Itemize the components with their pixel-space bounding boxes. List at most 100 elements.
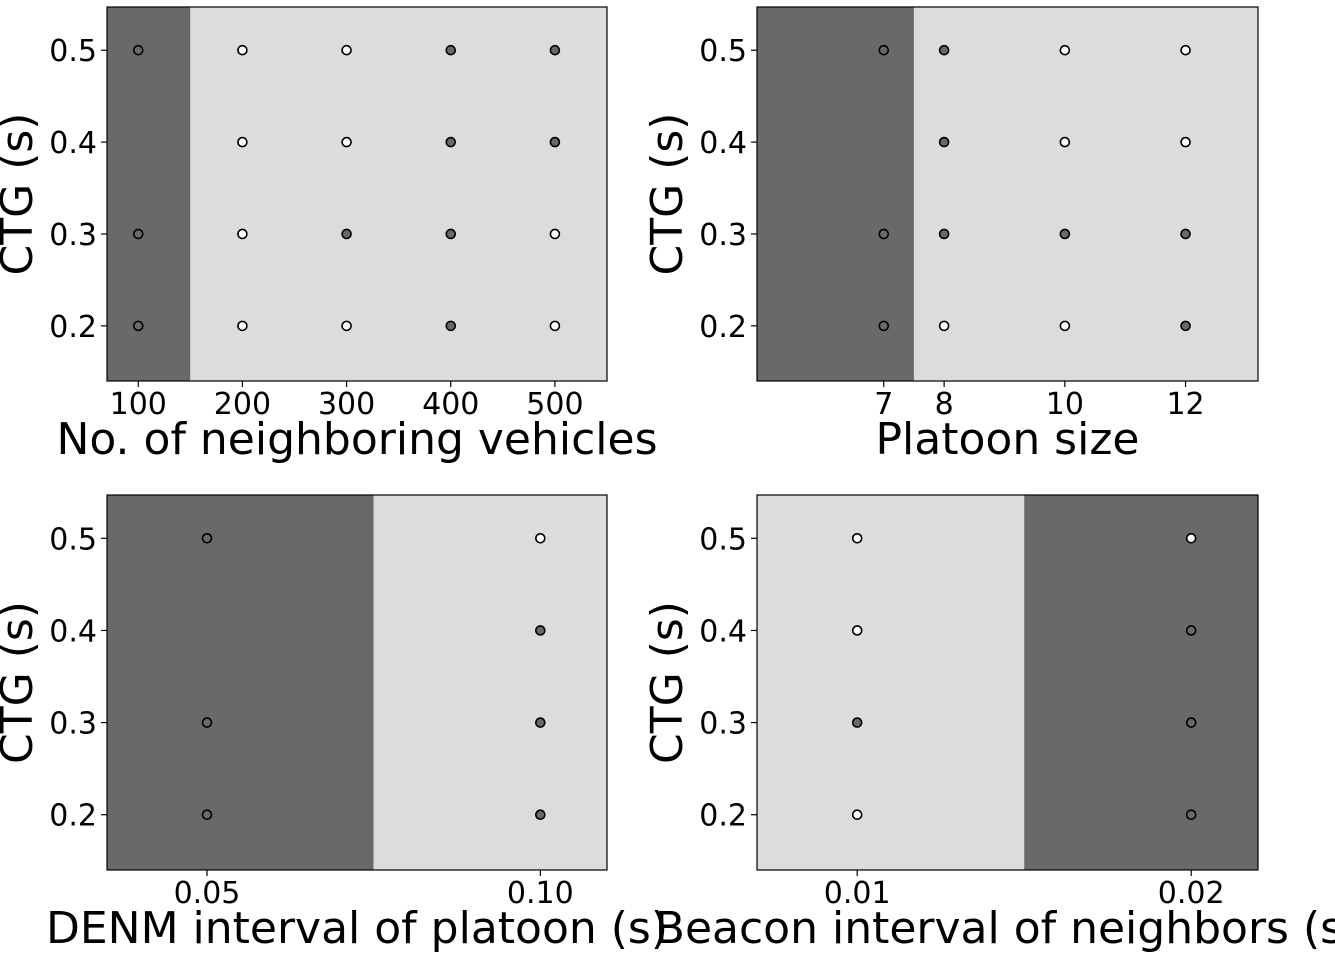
chart-4-region-light [757,495,1025,870]
chart-1-region-dark [107,7,191,381]
chart-3-ylabel: CTG (s) [0,601,43,764]
chart-3-xtick-label: 0.10 [507,876,574,911]
chart-4-xtick-label: 0.02 [1158,876,1225,911]
chart-1-point [237,228,248,240]
chart-3-region-dark [107,495,374,870]
chart-4-ytick-label: 0.3 [699,707,747,742]
chart-1-ylabel: CTG (s) [0,113,43,276]
chart-1-point [341,44,352,56]
chart-3-point [535,717,546,728]
chart-2-ytick-label: 0.2 [699,310,747,345]
chart-2-point [1180,44,1191,56]
chart-2-ylabel: CTG (s) [642,113,693,276]
chart-2-point [1059,228,1071,240]
chart-4-xtick-label: 0.01 [824,876,891,911]
chart-1-point [132,228,144,240]
chart-1-ytick-label: 0.5 [49,34,97,69]
chart-3-xlabel: DENM interval of platoon (s) [46,903,668,954]
chart-1-xtick-label: 400 [422,387,479,422]
chart-4-point [1185,533,1197,544]
chart-1-point [549,44,561,56]
chart-1-xtick-label: 200 [214,387,271,422]
chart-1-point [445,320,457,332]
chart-2-xlabel: Platoon size [876,414,1140,465]
chart-1-point [237,44,248,56]
chart-2-panel: 0.2 0.3 0.4 0.5 7 8 10 12 Platoon size CTG (s) [642,6,1259,465]
chart-2-point [1059,320,1071,332]
chart-2-point [878,44,890,56]
chart-2-point [878,228,890,240]
chart-2-xtick-label: 7 [874,387,893,422]
chart-1-point [341,228,352,240]
chart-2-region-dark [757,7,914,381]
chart-4-point [851,533,863,544]
chart-2-xtick-label: 12 [1166,387,1204,422]
chart-2-point [1180,228,1191,240]
chart-1-point [445,44,457,56]
chart-3-point [201,809,213,821]
chart-3-xtick-label: 0.05 [174,876,241,911]
chart-1-xtick-label: 100 [110,387,167,422]
chart-3-point [201,533,213,544]
chart-1-ytick-label: 0.3 [49,218,97,253]
chart-4-ytick-label: 0.4 [699,614,747,649]
chart-1-axes-frame [106,6,608,382]
chart-4-point [851,625,863,636]
chart-1-point [237,136,248,148]
chart-1-ytick-label: 0.2 [49,310,97,345]
chart-4-xlabel: Beacon interval of neighbors (s) [655,903,1335,954]
chart-2-axes-frame [756,6,1259,382]
chart-1-region-light [190,7,608,381]
chart-2-xtick-label: 10 [1046,387,1084,422]
chart-4-region-dark [1024,495,1258,870]
chart-1-point [549,136,561,148]
chart-4-point [1185,809,1197,821]
chart-1-point [549,320,561,332]
chart-4-point [851,717,863,728]
chart-4-point [1185,717,1197,728]
chart-2-point [938,228,950,240]
chart-3-region-light [373,495,607,870]
chart-2-point [938,320,950,332]
chart-1-xlabel: No. of neighboring vehicles [56,414,657,465]
chart-2-point [1059,44,1071,56]
chart-4-point [851,809,863,821]
chart-1-xtick-label: 500 [526,387,583,422]
chart-1-point [445,228,457,240]
chart-2-point [1059,136,1071,148]
chart-1-point [341,136,352,148]
chart-3-point [535,809,546,821]
chart-3-ytick-label: 0.5 [49,522,97,557]
chart-2-ytick-label: 0.3 [699,218,747,253]
chart-2-point [1180,320,1191,332]
chart-2-point [1180,136,1191,148]
chart-2-region-light [913,7,1258,381]
chart-4-point [1185,625,1197,636]
chart-4-ytick-label: 0.5 [699,522,747,557]
chart-3-ytick-label: 0.2 [49,799,97,834]
chart-4-ylabel: CTG (s) [642,601,693,764]
chart-1-point [445,136,457,148]
chart-3-point [535,533,546,544]
chart-3-ytick-label: 0.3 [49,707,97,742]
chart-2-ytick-label: 0.4 [699,126,747,161]
chart-3-point [535,625,546,636]
chart-4-ytick-label: 0.2 [699,799,747,834]
chart-1-point [237,320,248,332]
chart-4-axes-frame [756,494,1259,871]
chart-1-point [132,320,144,332]
chart-2-point [938,136,950,148]
chart-2-xtick-label: 8 [935,387,954,422]
chart-1-xtick-label: 300 [318,387,375,422]
chart-3-ytick-label: 0.4 [49,614,97,649]
chart-3-point [201,717,213,728]
chart-1-point [549,228,561,240]
chart-1-ytick-label: 0.4 [49,126,97,161]
chart-1-point [132,44,144,56]
chart-2-point [938,44,950,56]
chart-2-ytick-label: 0.5 [699,34,747,69]
